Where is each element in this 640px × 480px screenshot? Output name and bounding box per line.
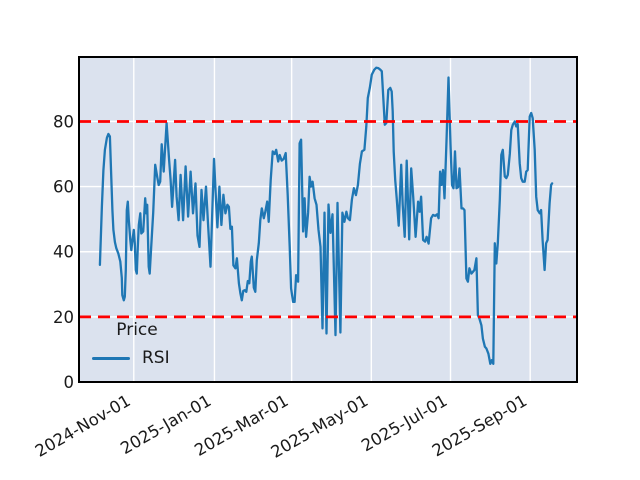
legend-title: Price <box>116 320 158 340</box>
y-tick-label: 20 <box>53 308 74 327</box>
legend-line-swatch <box>92 356 130 360</box>
y-tick-label: 80 <box>53 112 74 131</box>
rsi-line <box>98 66 554 365</box>
legend-item-rsi: RSI <box>92 348 182 368</box>
legend-item-label: RSI <box>142 348 170 368</box>
legend: Price RSI <box>92 321 182 368</box>
y-tick-label: 60 <box>53 178 74 197</box>
y-tick-label: 0 <box>64 373 75 392</box>
y-tick-label: 40 <box>53 243 74 262</box>
axes-border <box>78 56 578 383</box>
x-tick-label: 2024-Nov-01 <box>32 391 134 461</box>
